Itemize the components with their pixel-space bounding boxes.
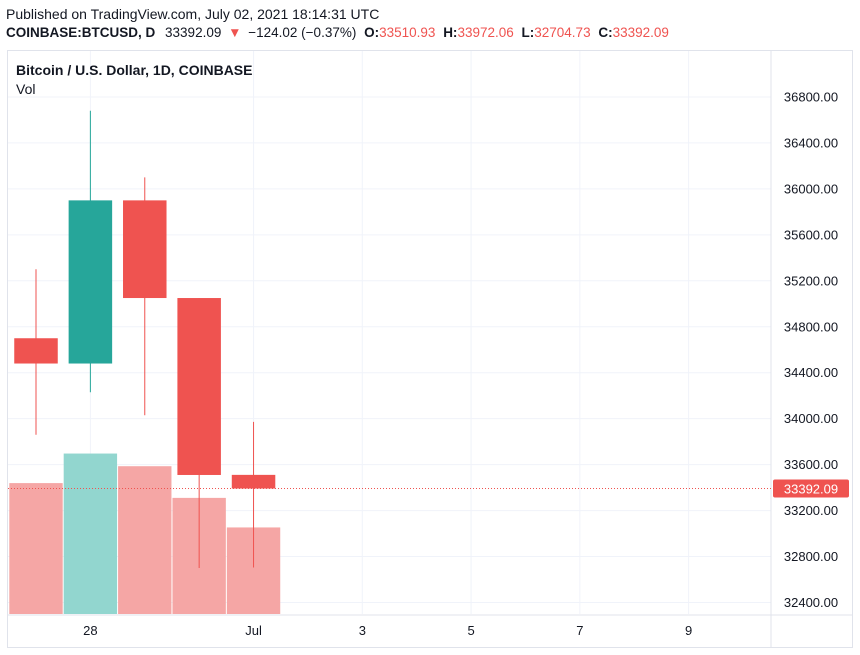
time-tick-label: 7 [576,623,583,638]
candle-body [68,200,113,364]
time-tick-label: Jul [245,623,262,638]
time-tick-label: 9 [685,623,692,638]
open-value: 33510.93 [379,25,436,40]
candle-body [177,298,221,475]
volume-legend-label: Vol [16,81,36,97]
price-tick-label: 35200.00 [784,273,838,288]
price-tick-label: 36000.00 [784,181,838,196]
price-tick-label: 36800.00 [784,89,838,104]
down-arrow-icon: ▼ [228,25,242,40]
price-tick-label: 34800.00 [784,319,838,334]
price-tick-label: 33600.00 [784,457,838,472]
low-value: 32704.73 [534,25,591,40]
price-tick-label: 33200.00 [784,503,838,518]
symbol-ohlc-line: COINBASE:BTCUSD, D 33392.09 ▼ −124.02 (−… [6,25,669,40]
price-tick-label: 32400.00 [784,595,838,610]
time-tick-label: 5 [467,623,474,638]
symbol-label: COINBASE:BTCUSD, D [6,25,156,40]
published-caption: Published on TradingView.com, July 02, 2… [6,6,380,22]
last-price-badge-label: 33392.09 [784,482,838,497]
open-label: O: [364,25,380,40]
last-price-value: 33392.09 [165,25,222,40]
volume-bar [9,483,63,614]
price-tick-label: 35600.00 [784,227,838,242]
candle-body [231,474,276,489]
close-label: C: [598,25,613,40]
last-price-badge [773,479,849,498]
time-tick-label: 28 [83,623,97,638]
candle-body [123,200,167,299]
close-value: 33392.09 [612,25,669,40]
volume-bar [63,453,118,614]
change-value: −124.02 (−0.37%) [248,25,357,40]
high-label: H: [443,25,458,40]
price-tick-label: 36400.00 [784,135,838,150]
price-tick-label: 34400.00 [784,365,838,380]
price-tick-label: 34000.00 [784,411,838,426]
price-tick-label: 32800.00 [784,549,838,564]
low-label: L: [521,25,535,40]
candle-body [14,338,58,364]
volume-bar [118,466,172,614]
high-value: 33972.06 [457,25,514,40]
chart-frame [7,50,853,648]
chart-legend-title: Bitcoin / U.S. Dollar, 1D, COINBASE [16,62,253,78]
time-tick-label: 3 [359,623,366,638]
